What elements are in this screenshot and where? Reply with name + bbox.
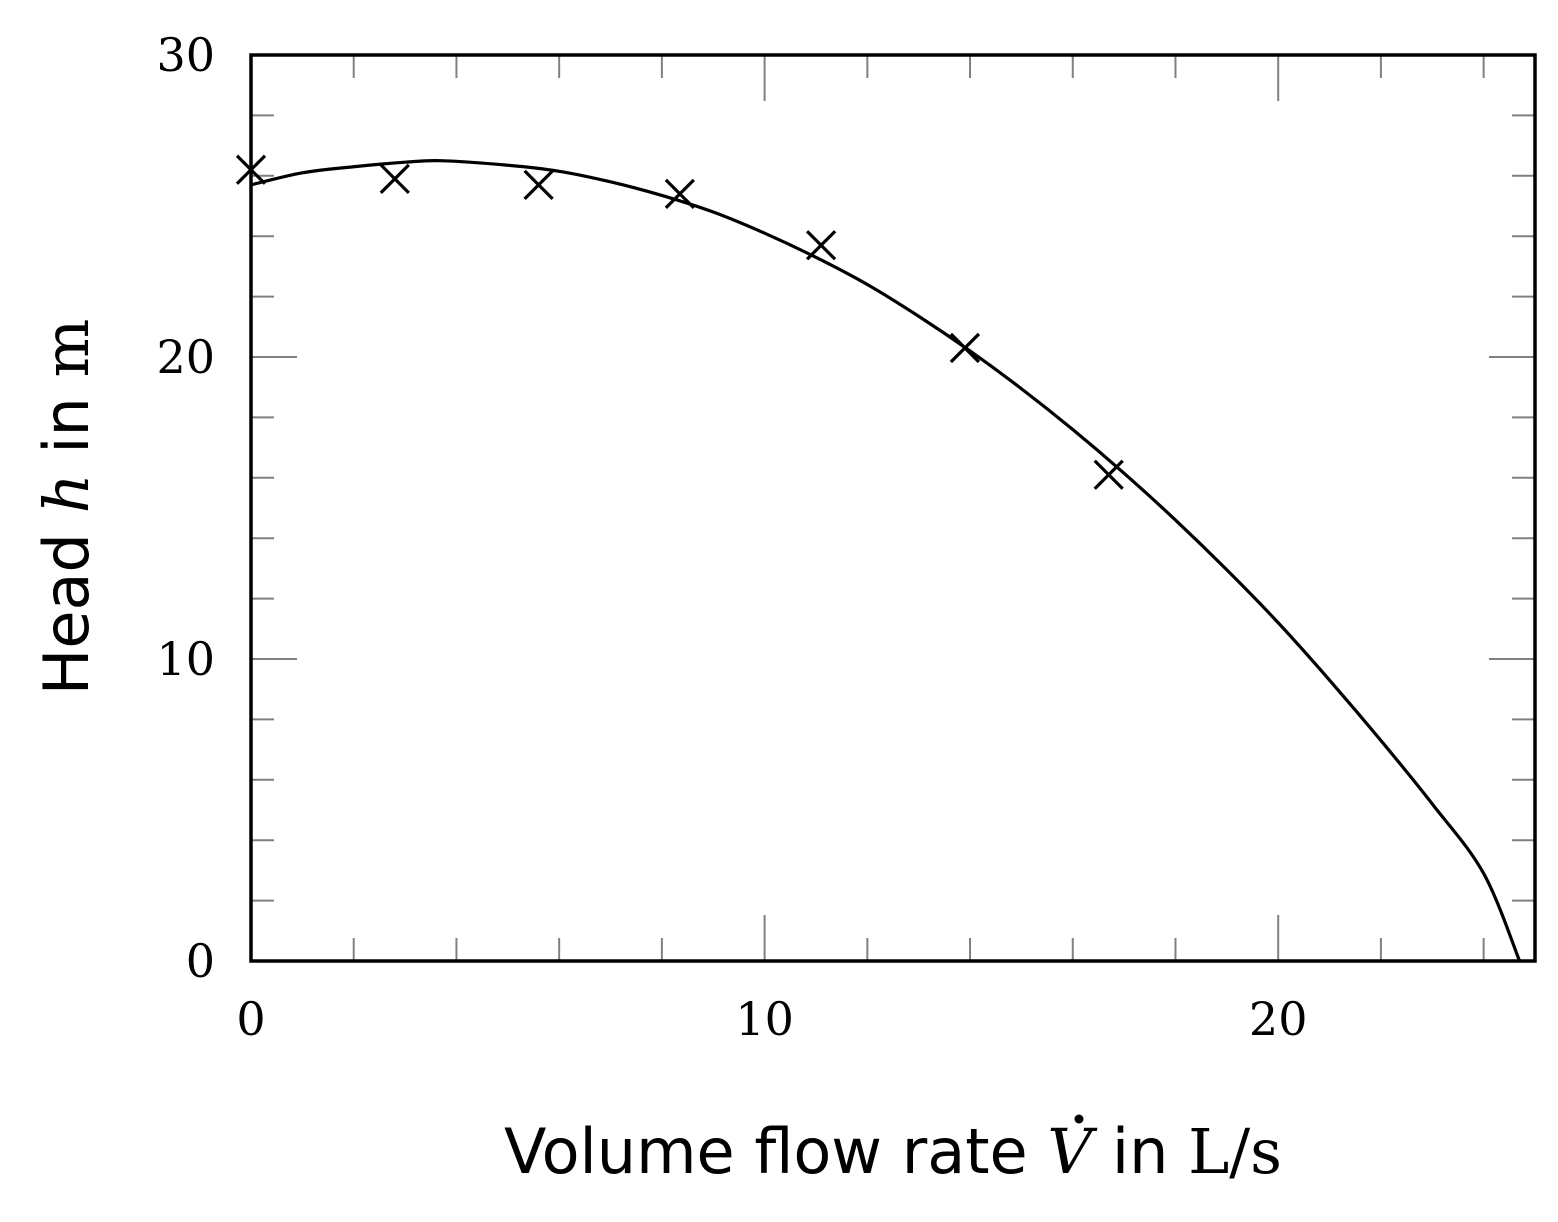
y-axis-label-middle: in — [30, 378, 103, 474]
marker-stroke — [664, 178, 695, 210]
fit-curve-line — [250, 158, 1522, 962]
flow-rate-dot-accent — [1074, 1114, 1084, 1124]
data-markers — [235, 154, 1124, 490]
y-axis-unit: m — [30, 319, 103, 378]
x-axis-label-middle: in — [1092, 1115, 1188, 1188]
x-axis-label: Volume flow rate V in L/s — [504, 1115, 1282, 1188]
y-tick-label: 10 — [156, 632, 215, 686]
y-axis-label: Head h in m — [30, 319, 103, 696]
x-tick-label: 20 — [1249, 992, 1308, 1046]
y-axis-symbol: h — [30, 473, 103, 513]
data-point-marker — [664, 178, 695, 210]
y-tick-label: 0 — [186, 934, 215, 988]
marker-stroke — [949, 332, 981, 364]
marker-stroke — [1093, 459, 1124, 490]
plot-frame — [249, 53, 1537, 963]
y-tick-label: 20 — [156, 330, 215, 384]
x-axis-symbol: V — [1047, 1115, 1098, 1188]
data-point-marker — [805, 230, 837, 261]
data-point-marker — [1093, 459, 1124, 490]
tick-labels: 0 10 20 0 10 20 30 — [156, 28, 1307, 1046]
data-point-marker — [523, 169, 554, 200]
x-tick-label: 10 — [735, 992, 794, 1046]
marker-stroke — [523, 169, 554, 200]
y-tick-label: 30 — [156, 28, 215, 82]
x-axis-unit: L/s — [1188, 1115, 1282, 1188]
marker-stroke — [805, 230, 837, 261]
data-point-marker — [949, 332, 981, 364]
y-axis-label-prefix: Head — [30, 513, 103, 695]
x-axis-label-prefix: Volume flow rate — [504, 1115, 1047, 1188]
data-point-marker — [379, 163, 410, 194]
tick-marks — [250, 54, 1535, 962]
x-tick-label: 0 — [236, 992, 265, 1046]
marker-stroke — [379, 163, 410, 194]
